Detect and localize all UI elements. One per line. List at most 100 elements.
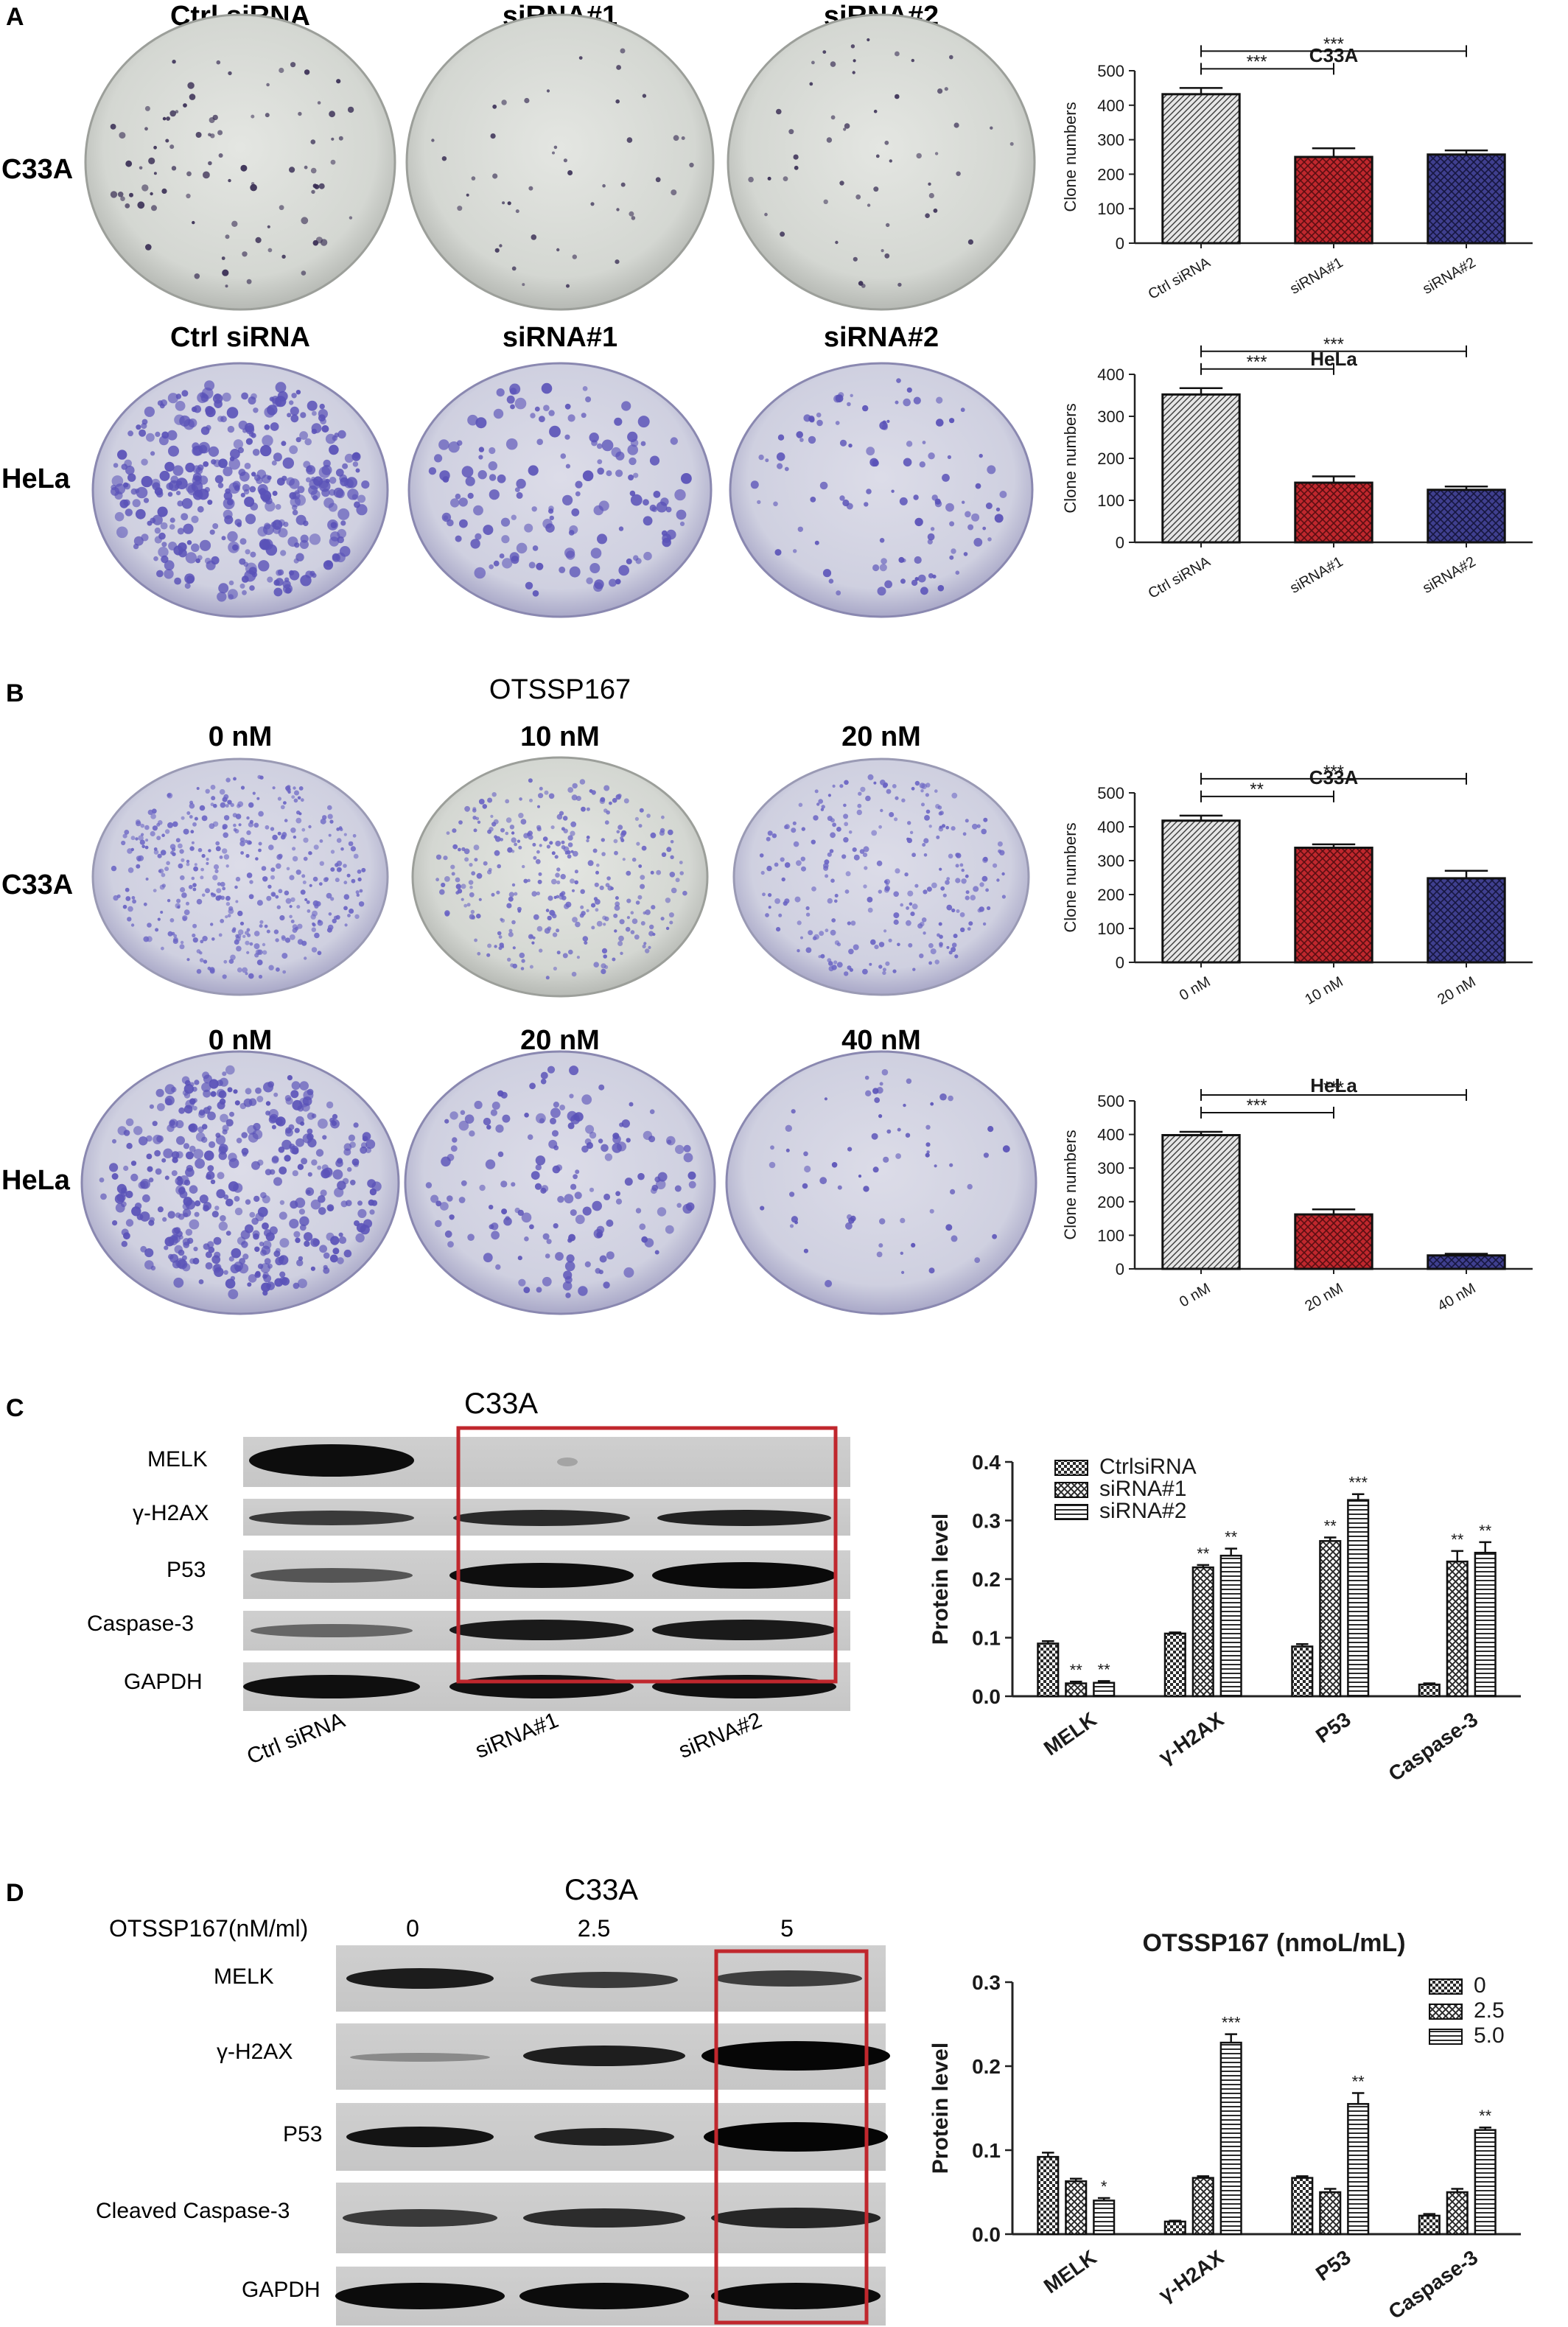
colony-dot — [487, 943, 492, 948]
colony-dot — [811, 886, 816, 892]
colony-dot — [329, 477, 337, 484]
colony-dot — [152, 514, 163, 525]
colony-dot — [615, 99, 620, 104]
colony-dot — [844, 780, 849, 785]
colony-dot — [257, 1159, 264, 1166]
colony-dot — [541, 1185, 549, 1192]
colony-dot — [161, 1158, 167, 1163]
colony-dot — [597, 533, 607, 545]
colony-dot — [511, 266, 517, 271]
y-tick-label: 500 — [1097, 1092, 1124, 1110]
colony-dot — [582, 936, 589, 942]
colony-dot — [939, 1093, 947, 1101]
colony-dot — [125, 465, 135, 475]
colony-dot — [141, 458, 148, 466]
colony-dot — [478, 447, 485, 452]
colony-dot — [175, 1151, 183, 1159]
colony-dot — [928, 825, 932, 828]
colony-dot — [119, 132, 126, 139]
colony-dot — [163, 1148, 173, 1158]
colony-dot — [833, 960, 838, 965]
colony-dot — [528, 465, 539, 476]
colony-dot — [164, 829, 170, 834]
colony-dot — [287, 1075, 293, 1081]
legend-swatch — [1054, 1482, 1088, 1498]
colony-dot — [841, 854, 847, 859]
colony-dot — [501, 99, 507, 105]
colony-dot — [343, 1148, 351, 1156]
colony-dot — [133, 536, 144, 546]
colony-dot — [203, 171, 210, 179]
panel-letter-b: B — [6, 679, 24, 707]
colony-dot — [144, 1248, 154, 1258]
colony-dot — [639, 808, 644, 813]
colony-dot — [298, 1208, 305, 1215]
colony-dot — [141, 184, 149, 192]
colony-dot — [233, 439, 243, 449]
colony-dot — [293, 835, 297, 839]
colony-dot — [248, 822, 253, 827]
y-tick-label: 500 — [1097, 784, 1124, 802]
colony-dot — [889, 812, 895, 817]
bar — [1294, 847, 1373, 964]
colony-dot — [303, 856, 308, 861]
colony-dot — [203, 1205, 209, 1212]
colony-dot — [290, 827, 296, 833]
colony-dot — [282, 457, 294, 469]
d-cell-line: C33A — [564, 1874, 638, 1906]
colony-dot — [146, 1153, 153, 1160]
colony-dot — [469, 863, 473, 867]
colony-dot — [556, 928, 560, 933]
colony-dot — [317, 1165, 322, 1170]
colony-dot — [669, 920, 673, 925]
colony-dot — [242, 967, 248, 973]
x-tick-label: 0 nM — [1177, 1280, 1214, 1310]
colony-dot — [928, 942, 934, 948]
colony-dot — [160, 522, 168, 530]
colony-dot — [330, 1119, 340, 1129]
colony-dot — [867, 203, 871, 207]
colony-dot — [225, 284, 228, 288]
colony-dot — [965, 511, 971, 518]
colony-dot — [167, 430, 178, 441]
colony-dot — [350, 1180, 356, 1186]
chart-title: HeLa — [1310, 1074, 1357, 1096]
legend-swatch — [1054, 1460, 1088, 1476]
colony-dot — [920, 789, 924, 793]
colony-dot — [629, 457, 637, 466]
colony-dot — [327, 805, 332, 811]
colony-dish — [404, 1050, 716, 1315]
colony-dot — [542, 1276, 552, 1287]
colony-dot — [293, 786, 296, 790]
bar — [1418, 2214, 1441, 2236]
colony-dot — [859, 849, 865, 854]
colony-dot — [336, 867, 342, 872]
colony-dot — [152, 1121, 158, 1127]
colony-dot — [304, 438, 312, 446]
colony-dot — [302, 1133, 312, 1144]
colony-dot — [770, 1145, 774, 1150]
colony-dot — [351, 878, 356, 883]
colony-dot — [187, 82, 195, 89]
colony-dot — [337, 430, 346, 439]
colony-dot — [637, 895, 643, 900]
colony-dot — [233, 1089, 238, 1094]
colony-dot — [174, 577, 182, 585]
colony-dot — [511, 920, 516, 925]
colony-dot — [332, 1169, 343, 1180]
colony-dot — [879, 538, 885, 543]
colony-dot — [867, 907, 873, 913]
colony-dot — [353, 1122, 359, 1128]
colony-dot — [243, 489, 250, 495]
colony-dot — [444, 1119, 449, 1124]
colony-dot — [356, 504, 368, 516]
colony-dot — [912, 967, 916, 971]
colony-dot — [780, 231, 785, 237]
colony-dot — [893, 912, 900, 919]
colony-dot — [220, 1113, 228, 1123]
significance-stars: *** — [1247, 1096, 1267, 1116]
colony-dot — [139, 429, 147, 437]
colony-dot — [879, 1082, 883, 1086]
colony-dot — [167, 393, 178, 404]
colony-dot — [589, 433, 599, 443]
